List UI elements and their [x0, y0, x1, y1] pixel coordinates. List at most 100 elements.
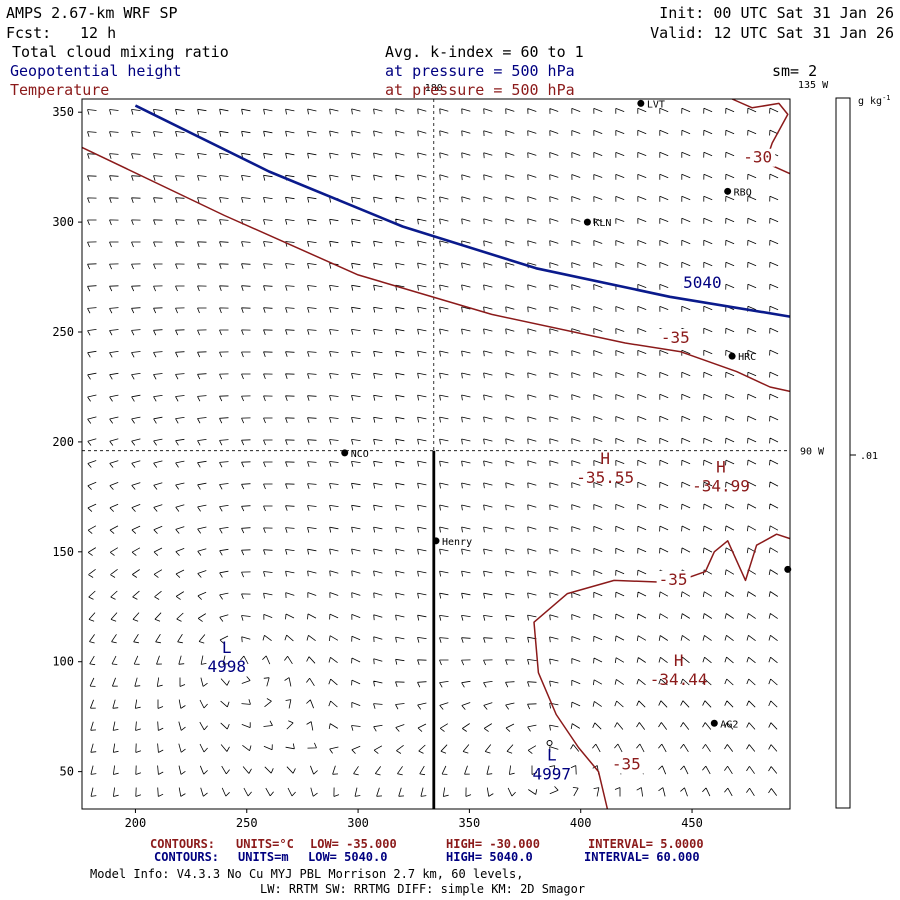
contour-label-text: -30 — [743, 148, 772, 167]
temp-interval: INTERVAL= 5.0000 — [588, 837, 704, 851]
station-dot — [341, 449, 349, 457]
temp-high: HIGH= -30.000 — [446, 837, 540, 851]
station-label: RBQ — [734, 187, 752, 198]
colorbar-box — [835, 97, 851, 809]
model-title: AMPS 2.67-km WRF SP — [6, 4, 178, 22]
station-henry: Henry — [432, 537, 472, 548]
wind-barb-field — [87, 107, 779, 797]
colorbar: g kg-1 .01 — [835, 94, 891, 809]
station-dot — [724, 187, 732, 195]
station-dot — [728, 352, 736, 360]
station-dot — [637, 99, 645, 107]
valid-time: Valid: 12 UTC Sat 31 Jan 26 — [650, 24, 894, 42]
extremum-kind: L — [547, 746, 557, 765]
x-tick-label: 350 — [459, 816, 481, 830]
contour-label: -35 — [658, 328, 693, 347]
x-tick-label: 450 — [681, 816, 703, 830]
station-nco: NCO — [341, 449, 369, 460]
x-tick-label: 400 — [570, 816, 592, 830]
extremum-kind: L — [222, 638, 232, 657]
pressure-geopotential: at pressure = 500 hPa — [385, 62, 575, 80]
station-label: HRC — [738, 352, 756, 363]
model-info: Model Info: V4.3.3 No Cu MYJ PBL Morriso… — [90, 867, 523, 881]
field-cloud-mixing: Total cloud mixing ratio — [12, 43, 229, 61]
high-temperature-marker: H-34.99 — [692, 458, 750, 496]
station-dot — [583, 218, 591, 226]
x-tick-label: 200 — [125, 816, 147, 830]
meridian-label-180: 180 — [425, 83, 443, 94]
high-temperature-marker: H-34.44 — [650, 651, 708, 689]
station-label: Henry — [442, 537, 472, 548]
contour-label: -30 — [741, 148, 776, 167]
extremum-value: -34.44 — [650, 670, 708, 689]
extremum-value: -35.55 — [576, 468, 634, 487]
forecast-value: 12 h — [80, 24, 116, 42]
extremum-value: 4997 — [533, 765, 572, 784]
temperature-contour-south — [533, 533, 791, 810]
geo-contours-label: CONTOURS: — [154, 850, 219, 864]
physics-info: LW: RRTM SW: RRTMG DIFF: simple KM: 2D S… — [260, 882, 585, 896]
smoothing: sm= 2 — [772, 62, 817, 80]
contour-label-bg — [658, 328, 693, 347]
meridian-label-90w: 90 W — [800, 447, 825, 458]
temp-low: LOW= -35.000 — [310, 837, 397, 851]
meridian-label-135w: 135 W — [798, 80, 829, 91]
extremum-kind: H — [600, 449, 610, 468]
contour-lines-layer — [81, 98, 791, 810]
station-label: NCO — [351, 449, 369, 460]
temp-contours-label: CONTOURS: — [150, 837, 215, 851]
extremum-value: 4998 — [207, 657, 246, 676]
init-time: Init: 00 UTC Sat 31 Jan 26 — [659, 4, 894, 22]
y-tick-label: 150 — [52, 545, 74, 559]
geo-units: UNITS=m — [238, 850, 289, 864]
geo-low: LOW= 5040.0 — [308, 850, 387, 864]
geopotential-contour-5040 — [134, 104, 791, 318]
colorbar-label: .01 — [860, 451, 878, 462]
pressure-temperature: at pressure = 500 hPa — [385, 81, 575, 99]
contour-label-text: -35 — [661, 328, 690, 347]
contour-label-bg — [741, 148, 776, 167]
temp-units: UNITS=°C — [236, 837, 294, 851]
wind-barbs-layer — [87, 107, 779, 797]
field-geopotential: Geopotential height — [10, 62, 182, 80]
station-label: LVT — [647, 99, 665, 110]
contour-label: -35 — [656, 570, 691, 589]
contour-label-text: -35 — [612, 754, 641, 773]
y-tick-label: 250 — [52, 325, 74, 339]
y-tick-label: 200 — [52, 435, 74, 449]
station-lvt: LVT — [637, 99, 665, 110]
extremum-kind: H — [674, 651, 684, 670]
station-ag2: AG2 — [710, 719, 738, 730]
y-tick-label: 100 — [52, 655, 74, 669]
station-label: KLN — [593, 218, 611, 229]
map-marks-layer: 200 250 300 350 400 450 50 100 150 200 250 300 350 18… — [52, 80, 829, 830]
geo-interval: INTERVAL= 60.000 — [584, 850, 700, 864]
high-temperature-marker: H-35.55 — [576, 449, 634, 487]
low-center-marker — [546, 740, 553, 747]
station-kln: KLN — [583, 218, 611, 229]
station-dot — [432, 537, 440, 545]
temperature-contour-north — [81, 146, 791, 393]
y-tick-label: 300 — [52, 215, 74, 229]
contour-label-text: 5040 — [683, 273, 722, 292]
avg-k-index: Avg. k-index = 60 to 1 — [385, 43, 584, 61]
y-tick-label: 50 — [60, 765, 74, 779]
extremum-value: -34.99 — [692, 477, 750, 496]
plot-frame — [81, 98, 791, 810]
station-label: AG2 — [720, 719, 738, 730]
station-hrc: HRC — [728, 352, 756, 363]
footer: CONTOURS: UNITS=°C LOW= -35.000 HIGH= -3… — [90, 837, 704, 896]
station-rbq: RBQ — [724, 187, 752, 198]
contour-label: 5040 — [681, 273, 726, 293]
contour-label-bg — [609, 755, 644, 774]
header: AMPS 2.67-km WRF SP Fcst: 12 h Init: 00 … — [6, 4, 894, 99]
forecast-label: Fcst: — [6, 24, 51, 42]
contour-label-text: -35 — [659, 570, 688, 589]
field-temperature: Temperature — [10, 81, 109, 99]
contour-label-bg — [681, 274, 726, 293]
contour-label-bg — [656, 570, 691, 589]
geo-high: HIGH= 5040.0 — [446, 850, 533, 864]
